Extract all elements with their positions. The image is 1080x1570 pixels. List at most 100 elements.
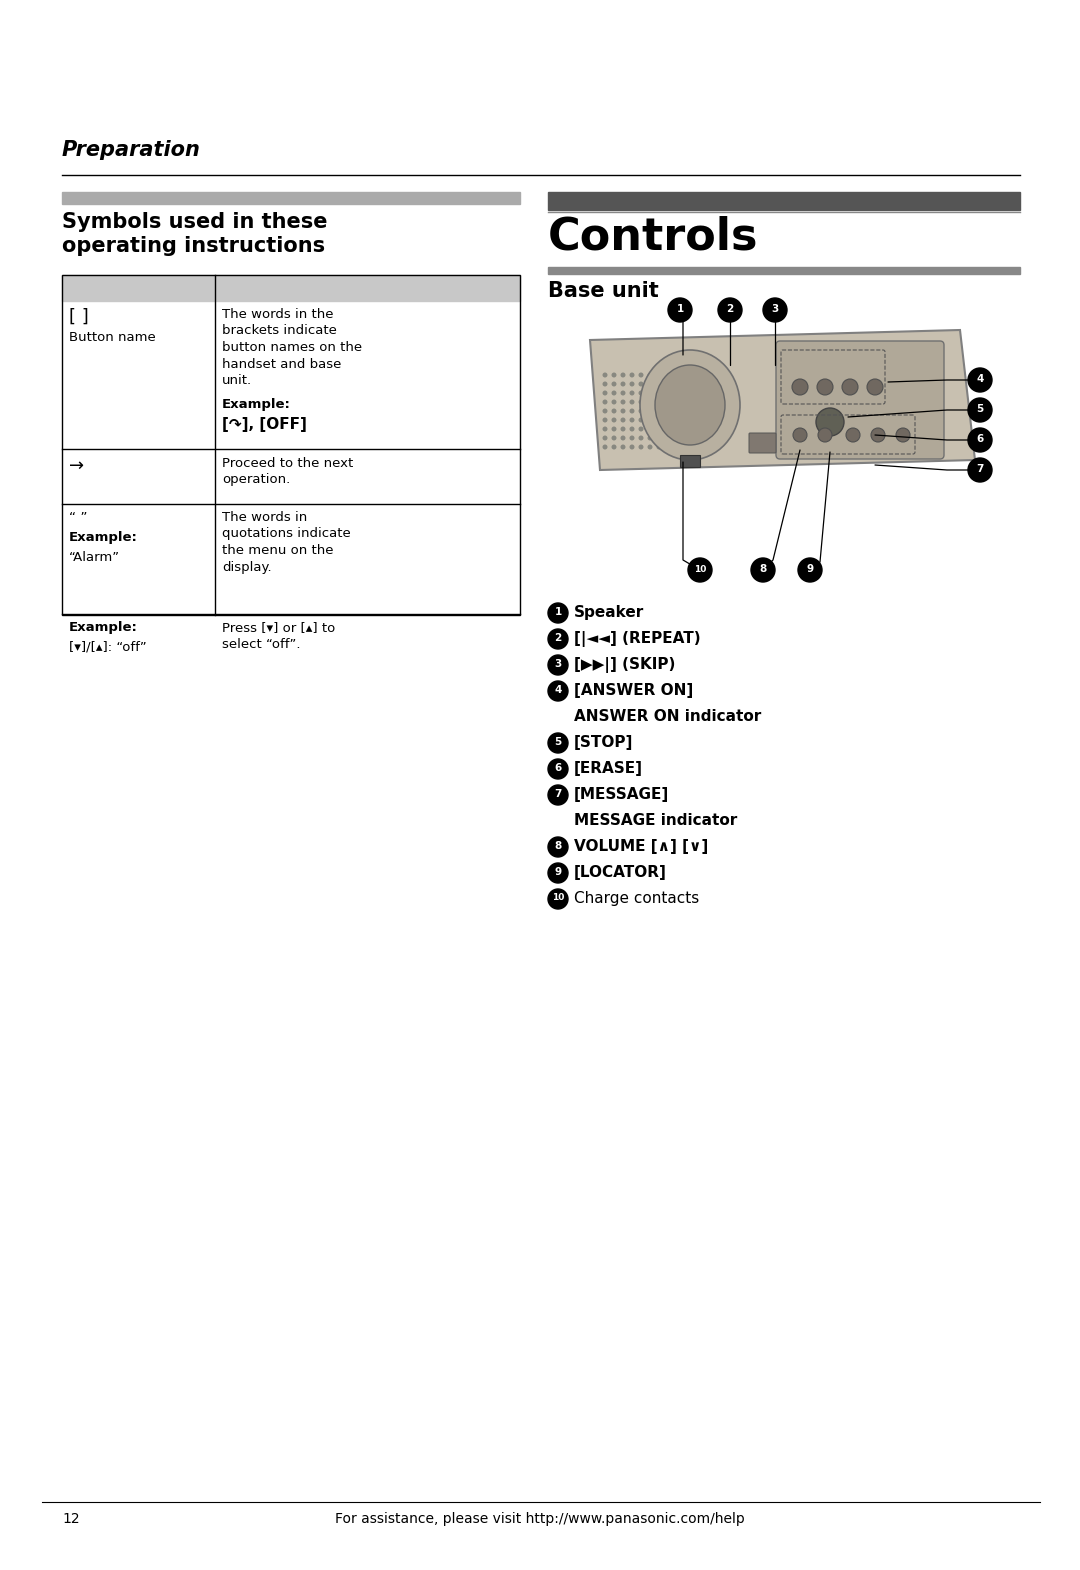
Circle shape	[603, 444, 607, 449]
Circle shape	[792, 378, 808, 396]
Circle shape	[638, 435, 644, 441]
Circle shape	[630, 391, 635, 396]
Circle shape	[675, 435, 679, 441]
Text: 7: 7	[554, 790, 562, 799]
Circle shape	[611, 399, 617, 405]
Text: 7: 7	[976, 465, 984, 474]
Circle shape	[684, 372, 689, 377]
Circle shape	[548, 758, 568, 779]
Circle shape	[630, 399, 635, 405]
Text: [STOP]: [STOP]	[573, 735, 633, 750]
Text: [↷], [OFF]: [↷], [OFF]	[222, 418, 307, 432]
Circle shape	[751, 557, 775, 582]
Circle shape	[684, 399, 689, 405]
Circle shape	[621, 399, 625, 405]
Circle shape	[665, 435, 671, 441]
Circle shape	[870, 429, 885, 443]
Circle shape	[665, 391, 671, 396]
Circle shape	[603, 372, 607, 377]
Circle shape	[548, 733, 568, 754]
Circle shape	[548, 837, 568, 857]
Circle shape	[548, 864, 568, 882]
Text: Preparation: Preparation	[62, 140, 201, 160]
Text: Symbol: Symbol	[69, 279, 130, 294]
Circle shape	[648, 444, 652, 449]
Circle shape	[603, 382, 607, 386]
Circle shape	[684, 427, 689, 432]
Text: “Alarm”: “Alarm”	[69, 551, 120, 564]
Circle shape	[611, 391, 617, 396]
Circle shape	[603, 408, 607, 413]
Circle shape	[684, 382, 689, 386]
Circle shape	[548, 603, 568, 623]
Circle shape	[621, 382, 625, 386]
Circle shape	[684, 435, 689, 441]
Circle shape	[611, 408, 617, 413]
Text: 4: 4	[554, 685, 562, 696]
Circle shape	[611, 435, 617, 441]
Text: Button name: Button name	[69, 331, 156, 344]
Text: Example:: Example:	[69, 622, 138, 634]
Text: Symbols used in these
operating instructions: Symbols used in these operating instruct…	[62, 212, 327, 256]
Circle shape	[630, 408, 635, 413]
Text: 10: 10	[552, 893, 564, 903]
Text: ANSWER ON indicator: ANSWER ON indicator	[573, 710, 761, 724]
Circle shape	[657, 444, 661, 449]
Circle shape	[648, 427, 652, 432]
Circle shape	[798, 557, 822, 582]
Circle shape	[638, 418, 644, 422]
Text: Meaning: Meaning	[222, 279, 293, 294]
Circle shape	[630, 435, 635, 441]
Circle shape	[638, 427, 644, 432]
Circle shape	[611, 444, 617, 449]
Circle shape	[548, 785, 568, 805]
Circle shape	[548, 681, 568, 700]
Text: →: →	[69, 457, 84, 476]
Circle shape	[669, 298, 692, 322]
Text: 5: 5	[976, 403, 984, 414]
Text: MESSAGE indicator: MESSAGE indicator	[573, 813, 738, 827]
Circle shape	[675, 391, 679, 396]
Circle shape	[665, 382, 671, 386]
Circle shape	[665, 399, 671, 405]
Bar	[548, 267, 1020, 275]
Text: 9: 9	[554, 867, 562, 878]
Circle shape	[603, 418, 607, 422]
Text: [ERASE]: [ERASE]	[573, 761, 643, 776]
Text: 1: 1	[554, 608, 562, 617]
Circle shape	[684, 408, 689, 413]
Circle shape	[621, 427, 625, 432]
Circle shape	[621, 444, 625, 449]
Circle shape	[611, 372, 617, 377]
Text: 3: 3	[554, 659, 562, 669]
Text: 2: 2	[554, 633, 562, 644]
Circle shape	[816, 408, 843, 436]
FancyBboxPatch shape	[750, 433, 777, 454]
Circle shape	[665, 444, 671, 449]
Text: 6: 6	[976, 433, 984, 444]
Circle shape	[968, 458, 993, 482]
Circle shape	[548, 630, 568, 648]
Circle shape	[842, 378, 858, 396]
Circle shape	[638, 444, 644, 449]
Circle shape	[665, 372, 671, 377]
Circle shape	[648, 408, 652, 413]
Circle shape	[621, 408, 625, 413]
Circle shape	[657, 408, 661, 413]
Text: [▶▶|] (SKIP): [▶▶|] (SKIP)	[573, 656, 675, 674]
Circle shape	[675, 408, 679, 413]
Circle shape	[968, 367, 993, 392]
Text: [ ]: [ ]	[69, 308, 89, 327]
Text: 10: 10	[693, 565, 706, 573]
Circle shape	[630, 382, 635, 386]
Circle shape	[665, 427, 671, 432]
Text: Proceed to the next
operation.: Proceed to the next operation.	[222, 457, 353, 487]
Circle shape	[621, 391, 625, 396]
Circle shape	[657, 427, 661, 432]
Text: 8: 8	[554, 842, 562, 851]
Circle shape	[648, 372, 652, 377]
Circle shape	[818, 429, 832, 443]
Circle shape	[684, 391, 689, 396]
Circle shape	[638, 372, 644, 377]
Text: 8: 8	[759, 564, 767, 575]
